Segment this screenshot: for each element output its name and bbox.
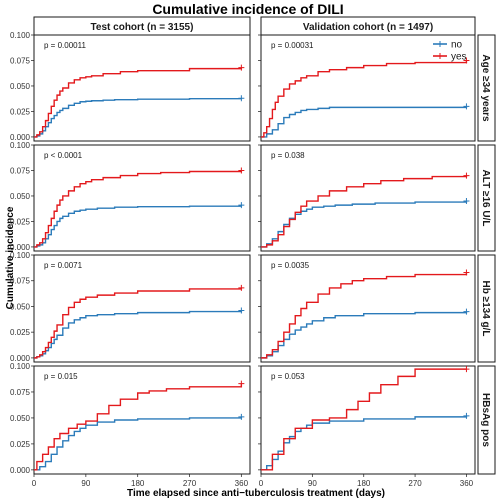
- y-tick-label: 0.100: [10, 362, 31, 371]
- x-tick-label: 90: [81, 479, 90, 488]
- y-tick-label: 0.100: [10, 251, 31, 260]
- panel-frame: [33, 254, 251, 363]
- p-value-label: p = 0.015: [44, 372, 78, 381]
- x-tick-label: 0: [259, 479, 264, 488]
- censor-mark-yes: [238, 284, 245, 291]
- y-tick-label: 0.025: [10, 440, 31, 449]
- row-strip-label: ALT ≥16 U/L: [480, 170, 491, 227]
- panel-frame: [260, 34, 476, 142]
- legend-label-yes: yes: [451, 52, 467, 63]
- series-line-no: [34, 205, 243, 248]
- panel-frame: [33, 144, 251, 252]
- series-line-no: [261, 415, 468, 471]
- series-line-yes: [261, 368, 467, 471]
- p-value-label: p = 0.00031: [271, 41, 314, 50]
- y-tick-label: 0.000: [10, 133, 31, 142]
- panel-frame: [260, 365, 476, 475]
- y-tick-label: 0.050: [10, 192, 31, 201]
- series-line-yes: [261, 272, 468, 359]
- y-tick-label: 0.000: [10, 354, 31, 363]
- p-value-label: p = 0.0035: [271, 261, 310, 270]
- y-tick-label: 0.100: [10, 31, 31, 40]
- series-line-yes: [34, 170, 243, 248]
- censor-mark-yes: [238, 380, 245, 387]
- censor-mark-no: [463, 198, 470, 205]
- series-line-yes: [34, 287, 243, 359]
- row-strip: [477, 254, 496, 363]
- row-strip-label: HBsAg pos: [480, 393, 491, 447]
- series-line-yes: [261, 175, 468, 248]
- y-tick-label: 0.100: [10, 141, 31, 150]
- column-strip-label: Validation cohort (n = 1497): [303, 22, 433, 33]
- p-value-label: p = 0.053: [271, 372, 305, 381]
- p-value-label: p = 0.00011: [44, 41, 86, 50]
- column-strip-label: Test cohort (n = 3155): [91, 22, 194, 33]
- row-strip-label: Age ≥34 years: [480, 54, 491, 122]
- y-tick-label: 0.075: [10, 388, 31, 397]
- censor-mark-no: [463, 103, 470, 110]
- panel-frame: [33, 34, 251, 142]
- x-tick-label: 0: [32, 479, 37, 488]
- censor-mark-yes: [463, 57, 470, 64]
- censor-mark-yes: [238, 167, 245, 174]
- x-tick-label: 180: [357, 479, 371, 488]
- y-tick-label: 0.000: [10, 243, 31, 252]
- row-strip: [477, 365, 496, 475]
- censor-mark-yes: [463, 172, 470, 179]
- series-line-no: [34, 98, 243, 138]
- censor-mark-no: [238, 95, 245, 102]
- censor-mark-yes: [238, 64, 245, 71]
- panel-frame: [33, 365, 251, 475]
- y-tick-label: 0.025: [10, 328, 31, 337]
- panel-grid: Test cohort (n = 3155) Validation cohort …: [10, 16, 496, 488]
- chart-title: Cumulative incidence of DILI: [152, 1, 343, 17]
- series-line-yes: [34, 383, 243, 471]
- y-tick-label: 0.000: [10, 466, 31, 475]
- censor-mark-no: [238, 307, 245, 314]
- p-value-label: p < 0.0001: [44, 151, 83, 160]
- x-tick-label: 360: [460, 479, 474, 488]
- y-tick-label: 0.025: [10, 107, 31, 116]
- censor-mark-no: [463, 308, 470, 315]
- x-tick-label: 360: [235, 479, 249, 488]
- y-tick-label: 0.075: [10, 56, 31, 65]
- p-value-label: p = 0.0071: [44, 261, 83, 270]
- censor-mark-no: [463, 412, 470, 419]
- panel-frame: [260, 144, 476, 252]
- legend-label-no: no: [451, 40, 463, 51]
- censor-mark-yes: [463, 366, 470, 373]
- panel-frame: [260, 254, 476, 363]
- y-tick-label: 0.050: [10, 302, 31, 311]
- row-strip: [477, 34, 496, 142]
- x-tick-label: 270: [408, 479, 422, 488]
- x-tick-label: 270: [183, 479, 197, 488]
- y-tick-label: 0.050: [10, 414, 31, 423]
- row-strip: [477, 144, 496, 252]
- y-axis-title: Cumulative incidence: [5, 206, 16, 309]
- row-strip-label: Hb ≥134 g/L: [480, 280, 491, 336]
- y-tick-label: 0.025: [10, 217, 31, 226]
- series-line-no: [34, 416, 243, 471]
- x-tick-label: 90: [308, 479, 317, 488]
- y-tick-label: 0.075: [10, 166, 31, 175]
- series-line-no: [261, 106, 468, 138]
- series-line-no: [261, 311, 468, 359]
- y-tick-label: 0.075: [10, 277, 31, 286]
- p-value-label: p = 0.038: [271, 151, 305, 160]
- series-line-yes: [261, 60, 468, 138]
- x-tick-label: 180: [131, 479, 145, 488]
- censor-mark-no: [238, 413, 245, 420]
- censor-mark-yes: [463, 269, 470, 276]
- y-tick-label: 0.050: [10, 82, 31, 91]
- x-axis-title: Time elapsed since anti−tuberculosis tre…: [127, 488, 385, 499]
- series-line-yes: [34, 67, 243, 138]
- censor-mark-no: [238, 202, 245, 209]
